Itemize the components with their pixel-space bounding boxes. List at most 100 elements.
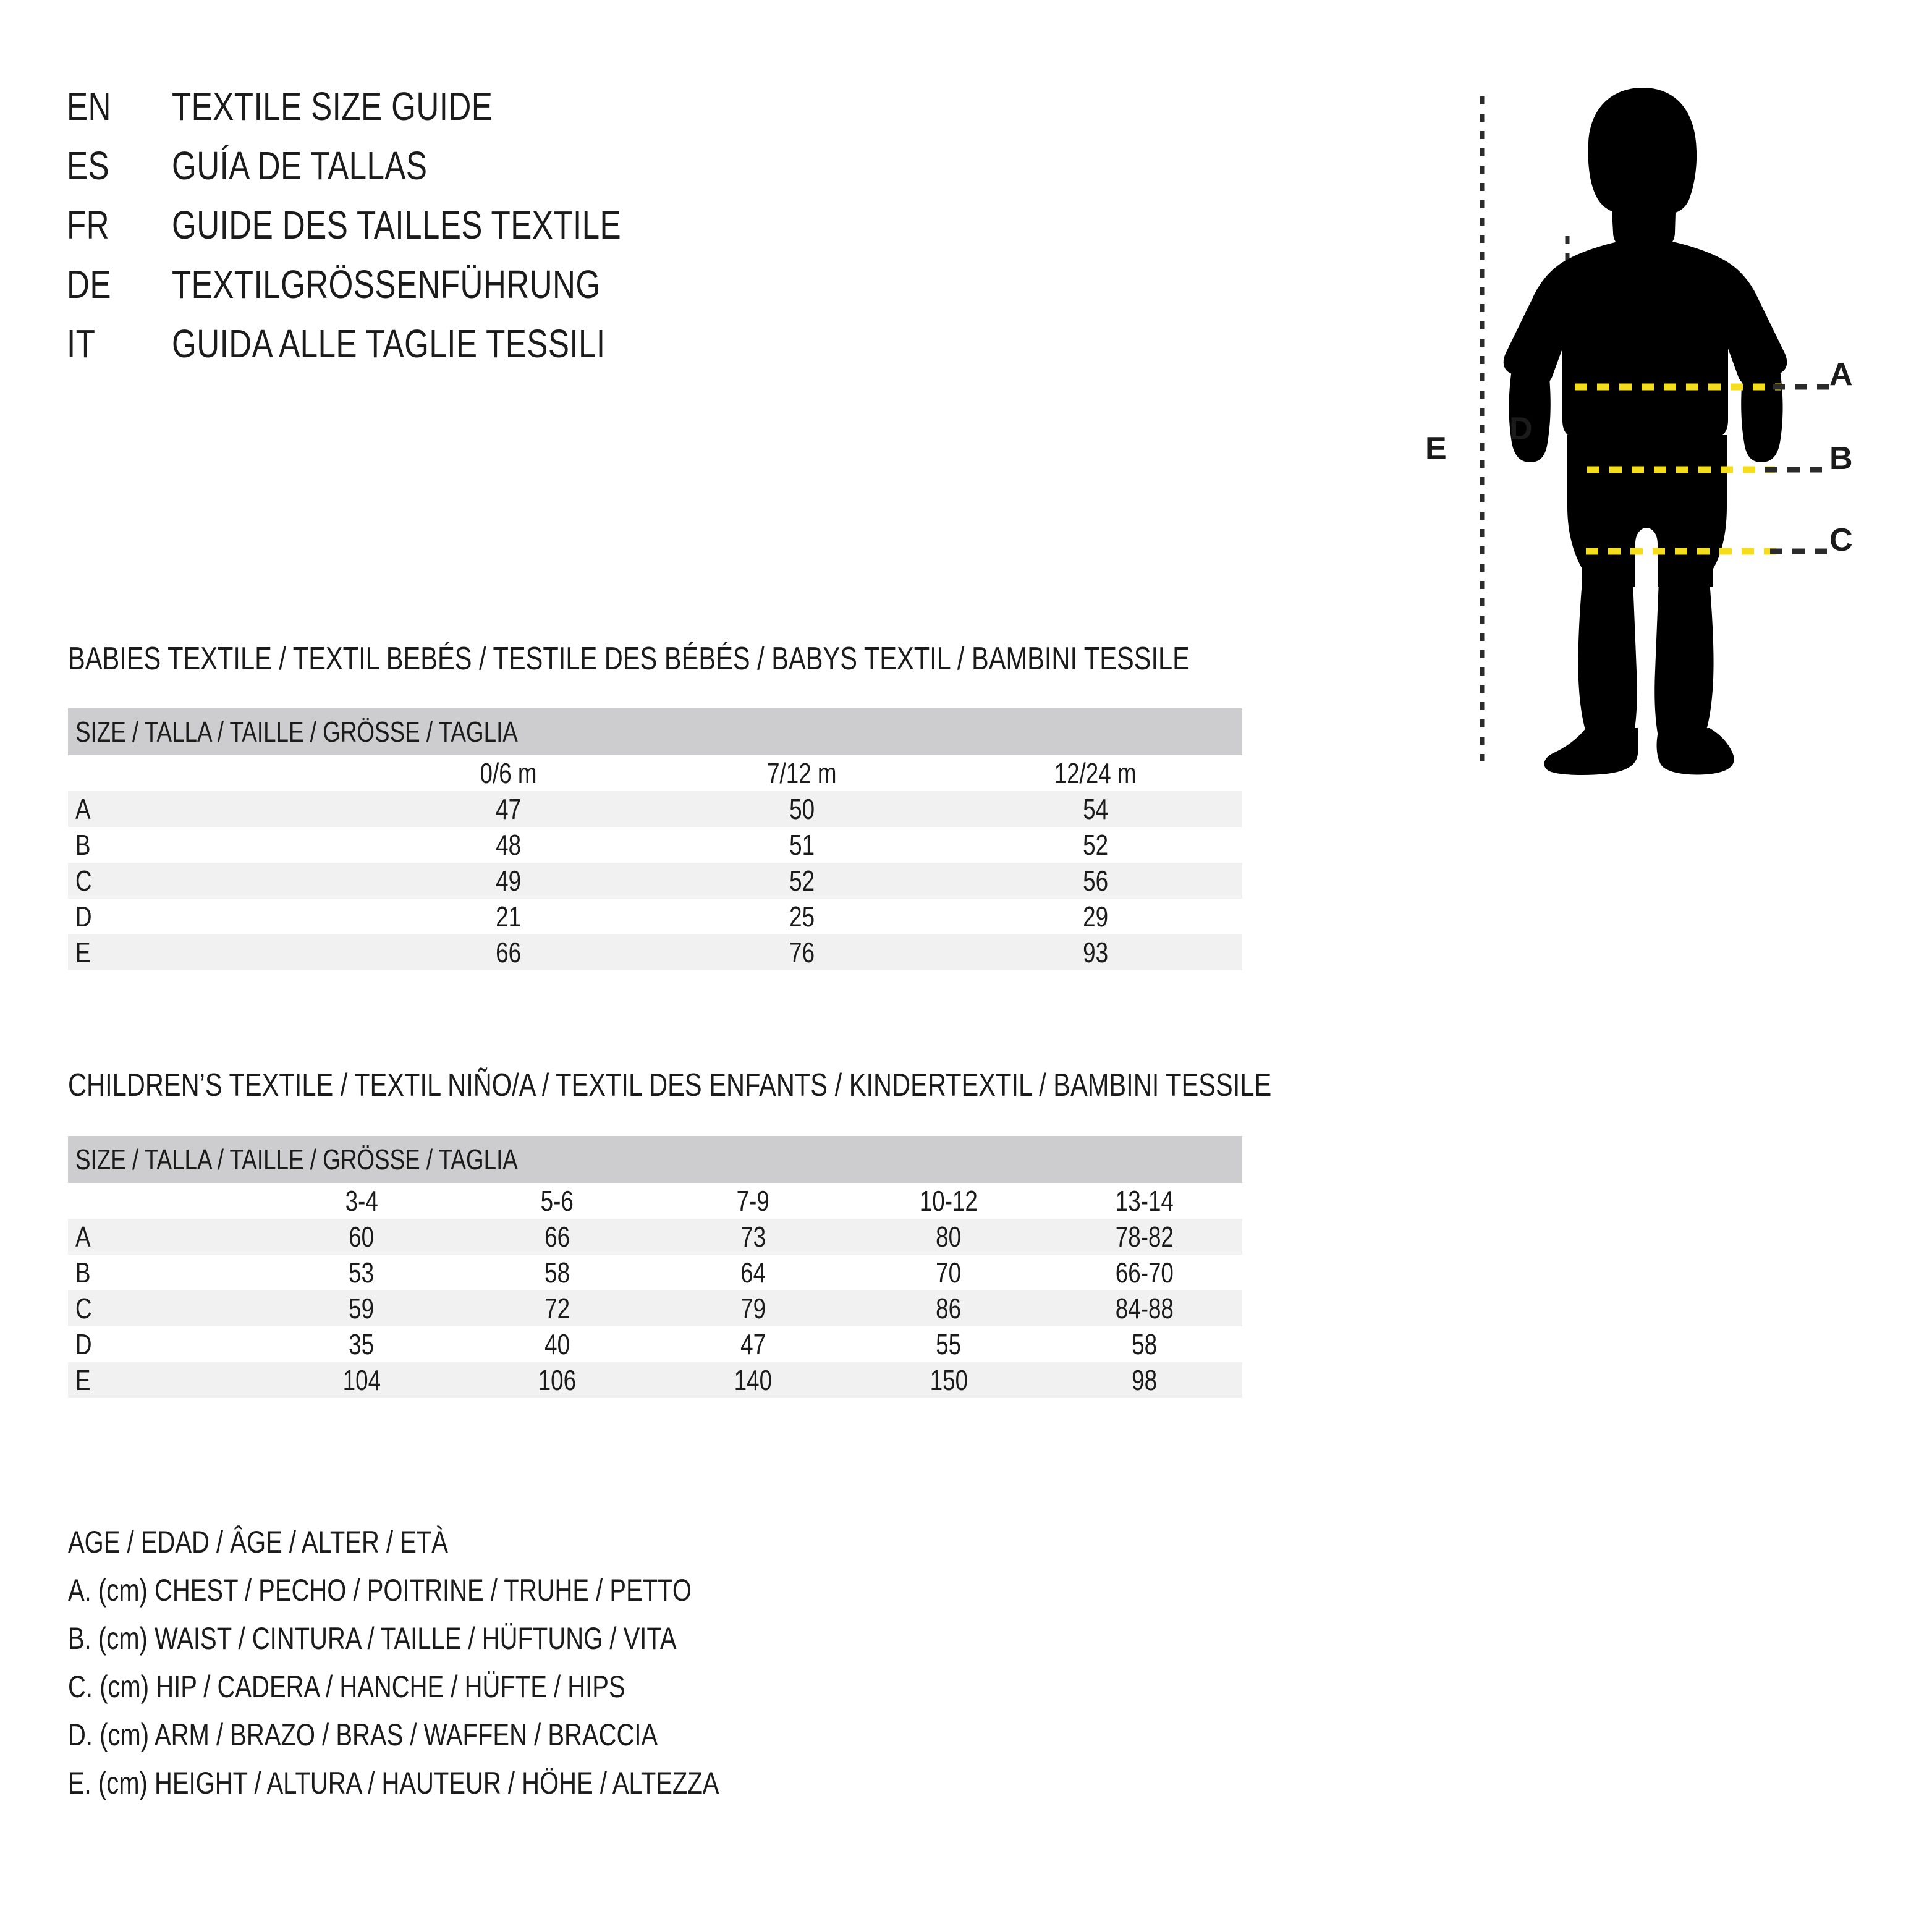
figure-label-d: D xyxy=(1509,411,1533,447)
figure-label-c: C xyxy=(1829,522,1853,558)
children-cell-e-2: 140 xyxy=(655,1362,851,1398)
children-cell-a-3: 80 xyxy=(850,1219,1047,1255)
babies-row-key-d: D xyxy=(75,900,92,933)
babies-cell-b-0: 48 xyxy=(496,829,521,861)
babies-band-row: SIZE / TALLA / TAILLE / GRÖSSE / TAGLIA xyxy=(68,708,1242,755)
legend-line-age: AGE / EDAD / ÂGE / ALTER / ETÀ xyxy=(68,1525,448,1559)
language-title-en: TEXTILE SIZE GUIDE xyxy=(172,84,493,129)
babies-cell-c-1: 52 xyxy=(655,863,949,899)
babies-cell-d-2: 29 xyxy=(1083,900,1108,933)
legend-line-c-hip: C. (cm) HIP / CADERA / HANCHE / HÜFTE / … xyxy=(68,1669,625,1704)
babies-row-key-a: A xyxy=(68,791,362,827)
children-column-header-3: 10-12 xyxy=(919,1185,978,1217)
table-row: D 35 40 47 55 58 xyxy=(68,1326,1242,1362)
children-row-key-b: B xyxy=(75,1256,91,1289)
babies-column-header-0: 0/6 m xyxy=(480,757,537,789)
figure-label-e: E xyxy=(1425,431,1447,467)
legend-line-b-waist: B. (cm) WAIST / CINTURA / TAILLE / HÜFTU… xyxy=(68,1621,677,1656)
children-band-row: SIZE / TALLA / TAILLE / GRÖSSE / TAGLIA xyxy=(68,1136,1242,1183)
children-cell-d-4: 58 xyxy=(1132,1328,1158,1360)
children-cell-a-2: 73 xyxy=(655,1219,851,1255)
figure-label-a: A xyxy=(1829,357,1853,392)
babies-band-label-cell: SIZE / TALLA / TAILLE / GRÖSSE / TAGLIA xyxy=(68,708,1242,755)
babies-band-label: SIZE / TALLA / TAILLE / GRÖSSE / TAGLIA xyxy=(75,716,518,748)
language-title-de: TEXTILGRÖSSENFÜHRUNG xyxy=(172,262,601,307)
babies-cell-a-2: 54 xyxy=(949,791,1242,827)
language-code-de: DE xyxy=(67,262,111,307)
language-row-fr: FR GUIDE DES TAILLES TEXTILE xyxy=(67,205,932,265)
children-column-header-1: 5-6 xyxy=(541,1185,574,1217)
children-row-key-e: E xyxy=(68,1362,264,1398)
language-title-it: GUIDA ALLE TAGLIE TESSILI xyxy=(172,321,606,366)
table-row: C 59 72 79 86 84-88 xyxy=(68,1290,1242,1326)
measurement-figure-diagram: E D A B C xyxy=(1397,74,1885,779)
children-cell-e-1: 106 xyxy=(459,1362,655,1398)
children-cell-d-2: 47 xyxy=(740,1328,766,1360)
language-code-fr: FR xyxy=(67,203,110,247)
children-cell-c-2: 79 xyxy=(655,1290,851,1326)
measurement-legend: AGE / EDAD / ÂGE / ALTER / ETÀ A. (cm) C… xyxy=(68,1527,882,1816)
language-title-fr: GUIDE DES TAILLES TEXTILE xyxy=(172,203,622,247)
language-code-en: EN xyxy=(67,84,111,129)
children-row-key-d: D xyxy=(75,1328,92,1360)
table-row: E 104 106 140 150 98 xyxy=(68,1362,1242,1398)
babies-cell-a-0: 47 xyxy=(362,791,655,827)
figure-label-b: B xyxy=(1829,441,1853,477)
language-code-it: IT xyxy=(67,321,96,366)
children-cell-c-3: 86 xyxy=(850,1290,1047,1326)
babies-cell-c-2: 56 xyxy=(949,863,1242,899)
children-cell-e-0: 104 xyxy=(263,1362,460,1398)
children-cell-d-1: 40 xyxy=(544,1328,570,1360)
children-column-header-2: 7-9 xyxy=(736,1185,769,1217)
children-cell-e-3: 150 xyxy=(850,1362,1047,1398)
language-row-it: IT GUIDA ALLE TAGLIE TESSILI xyxy=(67,324,932,383)
babies-cell-d-0: 21 xyxy=(496,900,521,933)
legend-line-d-arm: D. (cm) ARM / BRAZO / BRAS / WAFFEN / BR… xyxy=(68,1718,658,1752)
children-section-heading: CHILDREN’S TEXTILE / TEXTIL NIÑO/A / TEX… xyxy=(68,1067,1272,1103)
babies-cell-e-1: 76 xyxy=(655,934,949,970)
children-cell-d-0: 35 xyxy=(349,1328,375,1360)
children-column-header-row: 3-4 5-6 7-9 10-12 13-14 xyxy=(68,1183,1242,1219)
legend-line-a-chest: A. (cm) CHEST / PECHO / POITRINE / TRUHE… xyxy=(68,1573,692,1608)
children-band-label-cell: SIZE / TALLA / TAILLE / GRÖSSE / TAGLIA xyxy=(68,1136,1242,1183)
babies-cell-c-0: 49 xyxy=(362,863,655,899)
language-code-es: ES xyxy=(67,143,110,188)
table-row: C 49 52 56 xyxy=(68,863,1242,899)
babies-row-key-e: E xyxy=(68,934,362,970)
babies-row-key-b: B xyxy=(75,829,91,861)
babies-column-header-1: 7/12 m xyxy=(767,757,837,789)
language-title-es: GUÍA DE TALLAS xyxy=(172,143,428,188)
language-row-es: ES GUÍA DE TALLAS xyxy=(67,146,932,205)
table-row: B 48 51 52 xyxy=(68,827,1242,863)
babies-cell-e-0: 66 xyxy=(362,934,655,970)
babies-column-header-row: 0/6 m 7/12 m 12/24 m xyxy=(68,755,1242,791)
table-row: A 47 50 54 xyxy=(68,791,1242,827)
children-cell-b-4: 66-70 xyxy=(1115,1256,1174,1289)
children-cell-d-3: 55 xyxy=(936,1328,962,1360)
children-size-table: SIZE / TALLA / TAILLE / GRÖSSE / TAGLIA … xyxy=(68,1136,1242,1398)
language-title-block: EN TEXTILE SIZE GUIDE ES GUÍA DE TALLAS … xyxy=(67,87,932,383)
children-column-header-blank xyxy=(68,1183,264,1219)
children-cell-c-4: 84-88 xyxy=(1046,1290,1242,1326)
table-row: B 53 58 64 70 66-70 xyxy=(68,1255,1242,1290)
children-cell-a-0: 60 xyxy=(263,1219,460,1255)
babies-column-header-2: 12/24 m xyxy=(1054,757,1137,789)
babies-section-heading: BABIES TEXTILE / TEXTIL BEBÉS / TESTILE … xyxy=(68,641,1190,677)
children-cell-b-0: 53 xyxy=(349,1256,375,1289)
babies-size-table: SIZE / TALLA / TAILLE / GRÖSSE / TAGLIA … xyxy=(68,708,1242,970)
babies-column-header-blank xyxy=(68,755,362,791)
babies-row-key-c: C xyxy=(68,863,362,899)
children-band-label: SIZE / TALLA / TAILLE / GRÖSSE / TAGLIA xyxy=(75,1143,518,1176)
children-column-header-0: 3-4 xyxy=(345,1185,378,1217)
child-silhouette-svg xyxy=(1480,88,1829,775)
babies-cell-a-1: 50 xyxy=(655,791,949,827)
children-cell-b-2: 64 xyxy=(740,1256,766,1289)
table-row: D 21 25 29 xyxy=(68,899,1242,934)
children-column-header-4: 13-14 xyxy=(1115,1185,1174,1217)
children-cell-a-1: 66 xyxy=(459,1219,655,1255)
language-row-de: DE TEXTILGRÖSSENFÜHRUNG xyxy=(67,265,932,324)
children-cell-a-4: 78-82 xyxy=(1046,1219,1242,1255)
table-row: E 66 76 93 xyxy=(68,934,1242,970)
babies-cell-b-1: 51 xyxy=(789,829,815,861)
